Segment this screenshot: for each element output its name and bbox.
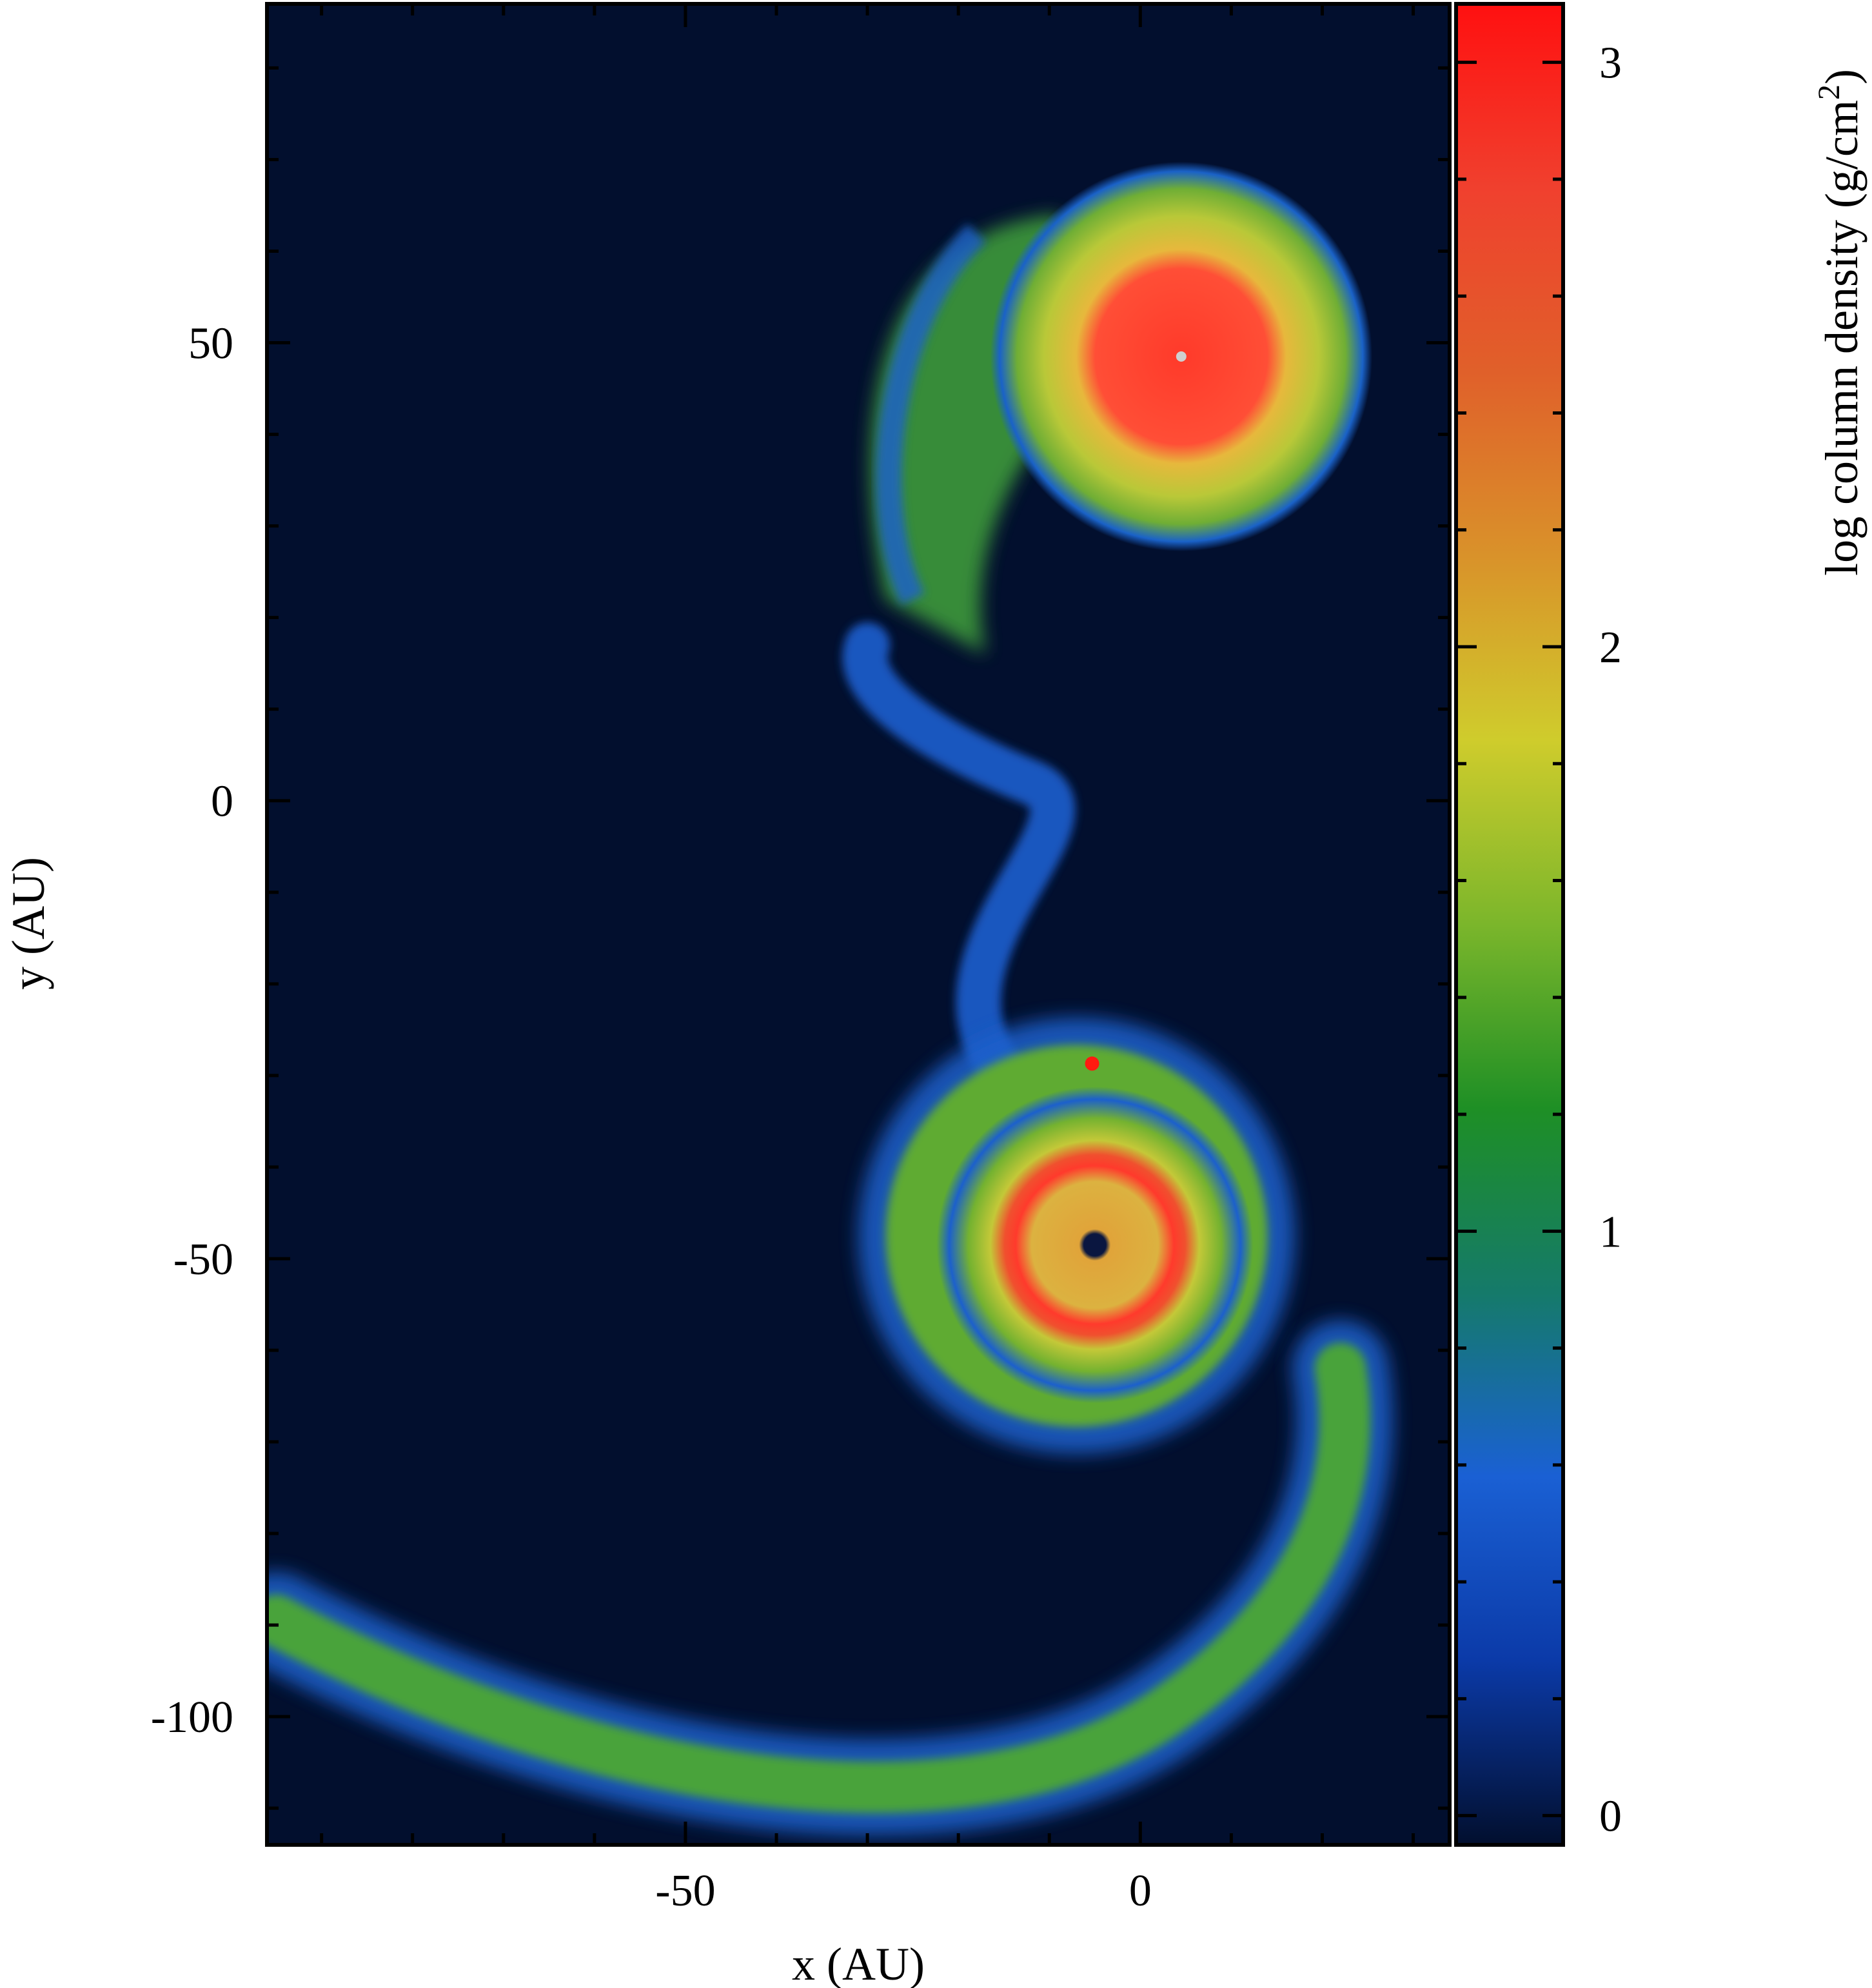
y-tick-label: 50 [188, 319, 233, 369]
y-tick-label: -50 [173, 1235, 233, 1284]
y-axis-ticks [267, 66, 1450, 1810]
colorbar-label: log column density (g/cm2) [1812, 69, 1867, 576]
y-tick-labels: -100 -50 0 50 [151, 319, 233, 1743]
colorbar-label-close: ) [1816, 69, 1867, 84]
x-axis-ticks [320, 4, 1415, 1845]
colorbar-tick-label: 0 [1599, 1792, 1622, 1842]
density-features [267, 161, 1394, 1836]
tidal-arm [267, 1343, 1371, 1813]
lower-companion [1085, 1056, 1099, 1071]
colorbar-tick-labels: 0 1 2 3 [1599, 39, 1622, 1842]
colorbar-label-sup: 2 [1812, 84, 1846, 100]
colorbar-tick-label: 3 [1599, 39, 1622, 88]
x-tick-label: 0 [1129, 1866, 1152, 1916]
colorbar-frame [1454, 2, 1565, 1847]
plot-frame [265, 2, 1452, 1847]
colorbar-ticks [1456, 61, 1563, 1818]
y-tick-label: 0 [211, 777, 233, 827]
upper-disc-tail-edge [876, 224, 986, 605]
x-axis-label: x (AU) [792, 1938, 925, 1988]
colorbar-tick-label: 2 [1599, 623, 1622, 673]
y-tick-label: -100 [151, 1693, 233, 1742]
x-tick-label: -50 [655, 1866, 715, 1916]
colorbar-label-main: log column density (g/cm [1816, 100, 1867, 576]
x-tick-labels: -50 0 [655, 1866, 1152, 1916]
y-axis-label: y (AU) [3, 857, 54, 990]
lower-disc [936, 1087, 1254, 1404]
upper-disc-center [1176, 351, 1187, 362]
colorbar [1456, 4, 1563, 1845]
bridge-filament [842, 622, 1076, 1117]
colorbar-tick-label: 1 [1599, 1207, 1622, 1257]
